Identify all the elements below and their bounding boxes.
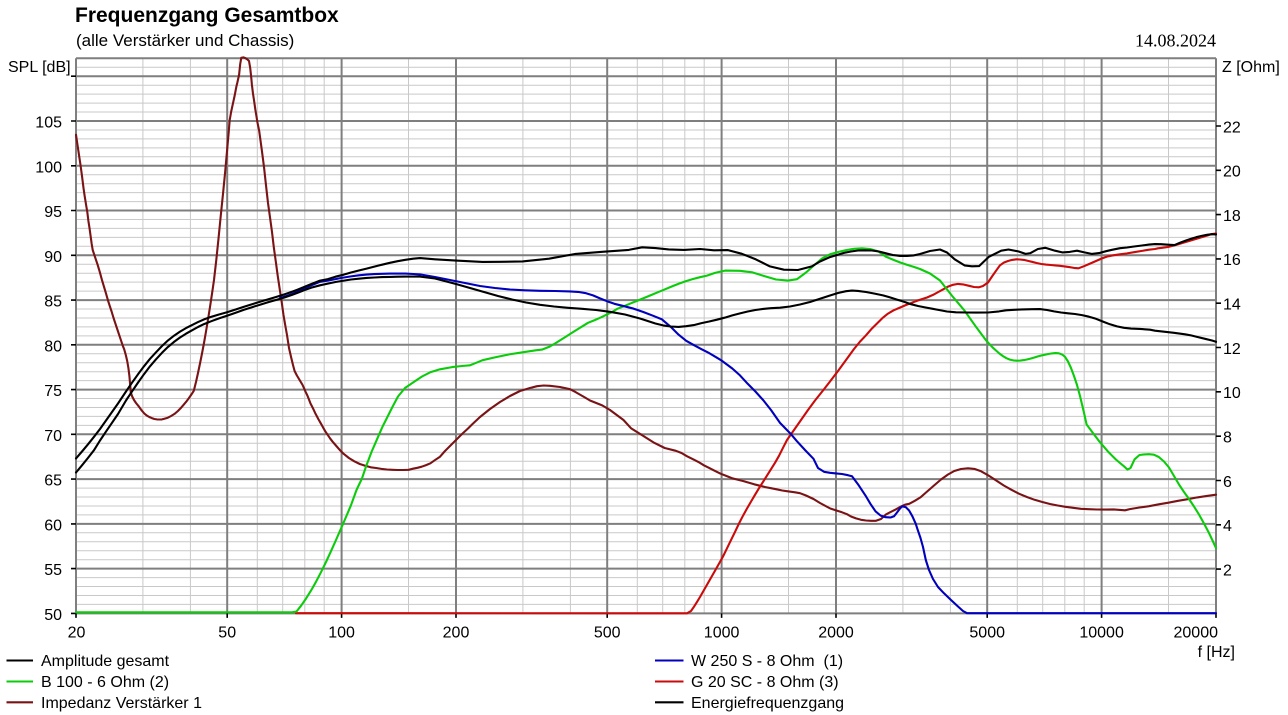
- svg-text:W 250 S - 8 Ohm (1): W 250 S - 8 Ohm (1): [691, 653, 843, 670]
- svg-text:12: 12: [1223, 341, 1241, 358]
- svg-text:105: 105: [35, 115, 62, 132]
- svg-text:200: 200: [443, 625, 470, 642]
- svg-text:60: 60: [44, 517, 62, 534]
- svg-text:50: 50: [218, 625, 236, 642]
- svg-text:20: 20: [68, 625, 86, 642]
- svg-text:55: 55: [44, 562, 62, 579]
- svg-text:16: 16: [1223, 252, 1241, 269]
- svg-text:G 20 SC - 8 Ohm (3): G 20 SC - 8 Ohm (3): [691, 674, 839, 691]
- svg-text:2: 2: [1223, 562, 1232, 579]
- svg-text:2000: 2000: [818, 625, 854, 642]
- svg-text:90: 90: [44, 249, 62, 266]
- svg-text:Impedanz Verstärker 1: Impedanz Verstärker 1: [41, 695, 202, 712]
- svg-text:20: 20: [1223, 164, 1241, 181]
- svg-text:SPL [dB]: SPL [dB]: [8, 59, 71, 76]
- svg-text:Frequenzgang Gesamtbox: Frequenzgang Gesamtbox: [75, 4, 339, 27]
- svg-text:(alle Verstärker und Chassis): (alle Verstärker und Chassis): [76, 31, 294, 50]
- svg-text:1000: 1000: [704, 625, 740, 642]
- svg-text:B 100 - 6 Ohm (2): B 100 - 6 Ohm (2): [41, 674, 169, 691]
- svg-text:500: 500: [594, 625, 621, 642]
- svg-text:20000: 20000: [1174, 625, 1219, 642]
- svg-text:10: 10: [1223, 385, 1241, 402]
- svg-text:f [Hz]: f [Hz]: [1198, 644, 1235, 661]
- svg-text:14.08.2024: 14.08.2024: [1135, 31, 1216, 51]
- svg-text:6: 6: [1223, 474, 1232, 491]
- svg-text:75: 75: [44, 383, 62, 400]
- svg-text:Z [Ohm]: Z [Ohm]: [1222, 59, 1280, 76]
- svg-text:Energiefrequenzgang: Energiefrequenzgang: [691, 695, 844, 712]
- svg-text:Amplitude gesamt: Amplitude gesamt: [41, 653, 170, 670]
- svg-text:4: 4: [1223, 518, 1232, 535]
- svg-text:100: 100: [328, 625, 355, 642]
- svg-text:50: 50: [44, 607, 62, 624]
- svg-text:80: 80: [44, 338, 62, 355]
- svg-text:10000: 10000: [1079, 625, 1124, 642]
- svg-text:22: 22: [1223, 119, 1241, 136]
- svg-text:85: 85: [44, 294, 62, 311]
- svg-text:8: 8: [1223, 430, 1232, 447]
- svg-text:100: 100: [35, 159, 62, 176]
- svg-text:14: 14: [1223, 297, 1241, 314]
- svg-text:70: 70: [44, 428, 62, 445]
- svg-text:5000: 5000: [969, 625, 1005, 642]
- svg-text:65: 65: [44, 473, 62, 490]
- svg-text:95: 95: [44, 204, 62, 221]
- svg-text:18: 18: [1223, 208, 1241, 225]
